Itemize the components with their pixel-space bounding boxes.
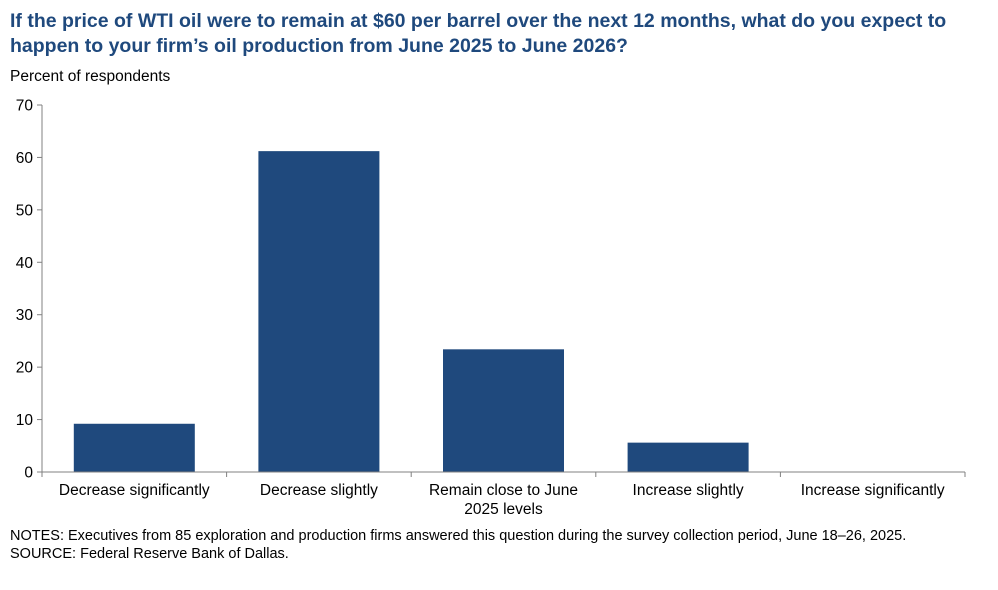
bar xyxy=(258,151,380,472)
y-tick-label: 40 xyxy=(16,255,34,272)
bar xyxy=(627,442,749,472)
y-tick-label: 30 xyxy=(16,307,34,324)
notes-block: NOTES: Executives from 85 exploration an… xyxy=(10,527,985,563)
y-tick-label: 50 xyxy=(16,202,34,219)
x-tick-label: Increase slightly xyxy=(633,482,744,499)
x-tick-label: Decrease significantly xyxy=(59,482,210,499)
x-tick-label: Increase significantly xyxy=(801,482,945,499)
x-tick-label: Remain close to June 2025 levels xyxy=(429,482,578,518)
bars xyxy=(73,151,749,472)
chart-title: If the price of WTI oil were to remain a… xyxy=(10,10,947,57)
y-axis-label: Percent of respondents xyxy=(10,68,171,85)
y-tick-label: 0 xyxy=(24,465,33,482)
bar xyxy=(443,349,564,472)
notes-text: NOTES: Executives from 85 exploration an… xyxy=(10,528,907,544)
y-tick-label: 60 xyxy=(16,150,34,167)
y-tick-label: 70 xyxy=(16,98,34,115)
bar xyxy=(73,423,195,472)
y-tick-label: 20 xyxy=(16,360,34,377)
x-tick-label: Decrease slightly xyxy=(260,482,378,499)
y-tick-label: 10 xyxy=(16,412,34,429)
x-axis: Decrease significantly Decrease slightly R… xyxy=(41,471,966,518)
y-axis: 0 10 20 30 40 50 60 70 xyxy=(16,98,43,482)
source-text: SOURCE: Federal Reserve Bank of Dallas. xyxy=(10,546,289,562)
